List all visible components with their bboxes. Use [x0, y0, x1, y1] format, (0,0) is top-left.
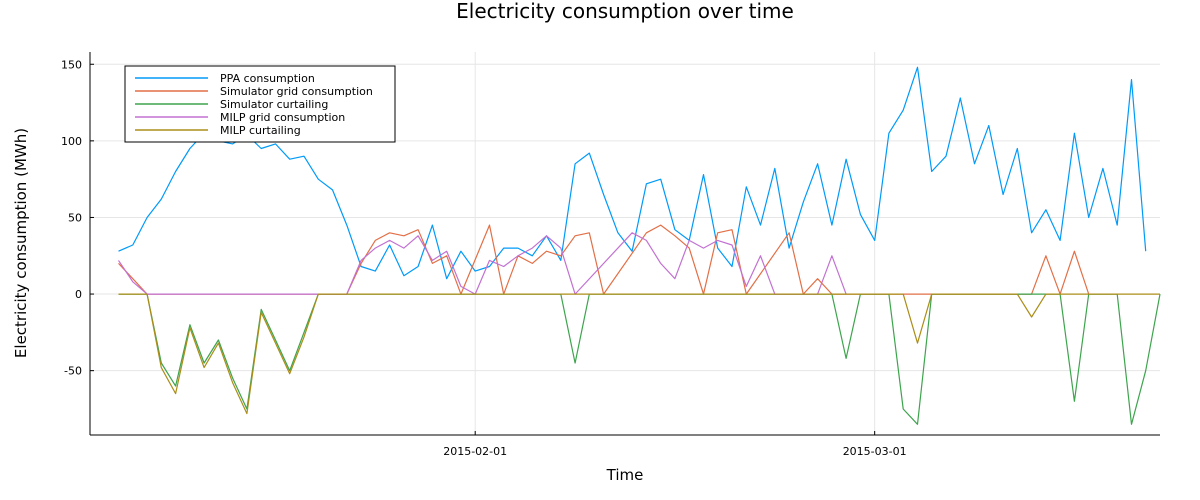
legend-label-3: Simulator curtailing — [220, 98, 328, 111]
series-lines — [118, 66, 1161, 425]
y-tick-label: -50 — [64, 365, 82, 378]
x-tick-label: 2015-02-01 — [443, 445, 507, 458]
tick-labels: -50 0 50 100 150 2015-02-01 2015-03-01 — [61, 58, 907, 458]
series-line-5 — [118, 293, 1160, 415]
x-tick-label: 2015-03-01 — [843, 445, 907, 458]
legend-label-1: PPA consumption — [220, 72, 315, 85]
x-axis-title: Time — [606, 466, 644, 484]
chart-title: Electricity consumption over time — [456, 0, 794, 23]
legend-label-5: MILP curtailing — [220, 124, 301, 137]
series-line-4 — [118, 232, 847, 295]
series-line-2 — [118, 224, 1090, 295]
y-tick-label: 150 — [61, 58, 82, 71]
axes — [89, 52, 1160, 436]
y-tick-label: 0 — [75, 288, 82, 301]
y-tick-label: 50 — [68, 211, 82, 224]
y-axis-title: Electricity consumption (MWh) — [12, 128, 30, 358]
legend-label-4: MILP grid consumption — [220, 111, 345, 124]
series-line-1 — [118, 66, 1147, 280]
legend-label-2: Simulator grid consumption — [220, 85, 373, 98]
series-line-3 — [118, 293, 1161, 425]
y-tick-label: 100 — [61, 135, 82, 148]
